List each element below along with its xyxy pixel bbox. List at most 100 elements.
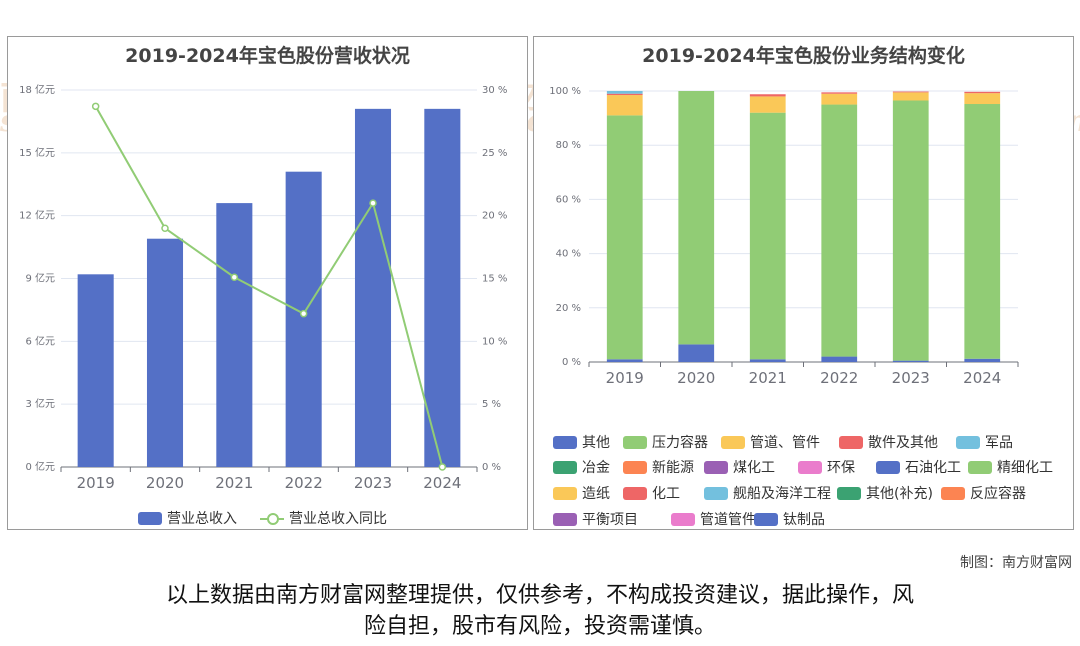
business-structure-chart-panel: 2019-2024年宝色股份业务结构变化 0 % 20 % 40 % 60 % 80 %… xyxy=(533,36,1074,530)
legend-item[interactable]: 反应容器 xyxy=(941,483,1026,503)
legend-label: 精细化工 xyxy=(997,460,1053,476)
legend-swatch xyxy=(671,512,695,526)
stacked-segment xyxy=(821,93,858,105)
y-tick-label-right: 0 % xyxy=(482,462,501,473)
y-tick-label-left: 15 亿元 xyxy=(19,146,55,159)
legend-swatch xyxy=(839,435,863,449)
legend-label: 管道、管件 xyxy=(750,435,820,451)
x-tick-label: 2021 xyxy=(215,474,253,492)
legend-item[interactable]: 其他 xyxy=(553,432,610,452)
legend-item-revenue[interactable]: 营业总收入 xyxy=(138,508,237,528)
legend-label: 冶金 xyxy=(582,460,610,476)
stacked-segment xyxy=(964,104,1001,359)
revenue-yoy-point xyxy=(91,102,100,111)
legend-item[interactable]: 精细化工 xyxy=(968,457,1053,477)
x-tick-label: 2019 xyxy=(77,474,115,492)
y-tick-label-left: 6 亿元 xyxy=(25,334,55,347)
legend-item[interactable]: 管道管件 xyxy=(671,509,756,529)
x-tick-label: 2020 xyxy=(146,474,184,492)
stacked-segment xyxy=(678,91,715,345)
stacked-segment xyxy=(964,358,1001,362)
stacked-segment xyxy=(964,93,1001,105)
y-tick-label-left: 12 亿元 xyxy=(19,209,55,222)
legend-label: 舰船及海洋工程 xyxy=(733,486,831,502)
legend-label: 管道管件 xyxy=(700,512,756,528)
legend-swatch xyxy=(754,512,778,526)
legend-label: 新能源 xyxy=(652,460,694,476)
x-tick-label: 2022 xyxy=(285,474,323,492)
legend-item[interactable]: 平衡项目 xyxy=(553,509,638,529)
y-tick-label-left: 9 亿元 xyxy=(25,272,55,285)
revenue-bar xyxy=(77,274,114,467)
stacked-segment xyxy=(821,92,858,94)
stacked-segment xyxy=(749,94,786,97)
stacked-segment xyxy=(749,112,786,360)
legend-item[interactable]: 造纸 xyxy=(553,483,610,503)
legend-item[interactable]: 其他(补充) xyxy=(837,483,933,503)
chart-credit: 制图：南方财富网 xyxy=(960,555,1072,571)
legend-label: 营业总收入 xyxy=(167,511,237,527)
legend-item[interactable]: 军品 xyxy=(956,432,1013,452)
legend-swatch xyxy=(968,460,992,474)
y-tick-label: 100 % xyxy=(549,86,581,97)
revenue-bar xyxy=(354,108,392,467)
legend-label: 环保 xyxy=(827,460,855,476)
revenue-bar xyxy=(146,238,184,467)
y-tick-label-right: 15 % xyxy=(482,274,507,285)
x-tick-label: 2024 xyxy=(423,474,461,492)
legend-swatch xyxy=(553,460,577,474)
legend-label: 压力容器 xyxy=(652,435,708,451)
revenue-chart-title: 2019-2024年宝色股份营收状况 xyxy=(125,45,410,67)
x-tick-label: 2023 xyxy=(354,474,392,492)
legend-swatch xyxy=(553,512,577,526)
legend-item[interactable]: 化工 xyxy=(623,483,680,503)
disclaimer: 以上数据由南方财富网整理提供，仅供参考，不构成投资建议，据此操作，风 险自担，股… xyxy=(0,580,1080,642)
y-tick-label-left: 0 亿元 xyxy=(25,460,55,473)
revenue-chart-panel: 2019-2024年宝色股份营收状况 0 亿元 3 亿元 6 亿元 9 亿元 12 亿元… xyxy=(7,36,528,530)
legend-item[interactable]: 管道、管件 xyxy=(721,432,820,452)
x-tick-label: 2020 xyxy=(677,369,715,387)
x-tick-label: 2021 xyxy=(749,369,787,387)
stacked-segment xyxy=(892,92,929,101)
legend-swatch xyxy=(704,486,728,500)
x-tick-label: 2019 xyxy=(606,369,644,387)
stacked-segment xyxy=(606,115,643,360)
y-tick-label-left: 18 亿元 xyxy=(19,83,55,96)
y-tick-label-left: 3 亿元 xyxy=(25,397,55,410)
disclaimer-line-2: 险自担，股市有风险，投资需谨慎。 xyxy=(363,614,716,639)
legend-label: 散件及其他 xyxy=(868,435,938,451)
revenue-bar xyxy=(285,171,322,467)
stacked-segment xyxy=(892,91,929,93)
stacked-segment xyxy=(964,91,1001,94)
legend-item[interactable]: 压力容器 xyxy=(623,432,708,452)
legend-swatch xyxy=(721,435,745,449)
legend-item-revenue-yoy[interactable]: 营业总收入同比 xyxy=(260,508,387,528)
legend-item[interactable]: 散件及其他 xyxy=(839,432,938,452)
stacked-segment xyxy=(606,95,643,116)
stacked-segment xyxy=(892,360,929,362)
stacked-segment xyxy=(678,344,715,362)
legend-item[interactable]: 冶金 xyxy=(553,457,610,477)
stacked-segment xyxy=(892,100,929,361)
legend-label: 平衡项目 xyxy=(582,512,638,528)
legend-item[interactable]: 环保 xyxy=(798,457,855,477)
legend-label: 造纸 xyxy=(582,486,610,502)
legend-item[interactable]: 舰船及海洋工程 xyxy=(704,483,831,503)
legend-swatch xyxy=(704,460,728,474)
revenue-yoy-point xyxy=(230,273,239,281)
stacked-segment xyxy=(606,91,643,94)
legend-label: 石油化工 xyxy=(905,460,961,476)
x-tick-label: 2022 xyxy=(820,369,858,387)
legend-item[interactable]: 石油化工 xyxy=(876,457,961,477)
legend-item[interactable]: 新能源 xyxy=(623,457,694,477)
legend-label: 钛制品 xyxy=(783,512,825,528)
x-tick-label: 2024 xyxy=(963,369,1001,387)
stacked-segment xyxy=(749,359,786,362)
legend-item[interactable]: 煤化工 xyxy=(704,457,775,477)
revenue-chart-svg: 0 亿元 3 亿元 6 亿元 9 亿元 12 亿元 15 亿元 18 亿元 0 % 5 % 10 … xyxy=(19,83,507,492)
legend-item[interactable]: 钛制品 xyxy=(754,509,825,529)
y-tick-label: 60 % xyxy=(556,194,581,205)
revenue-yoy-point xyxy=(299,309,308,318)
legend-swatch xyxy=(623,460,647,474)
revenue-yoy-line xyxy=(94,105,444,468)
